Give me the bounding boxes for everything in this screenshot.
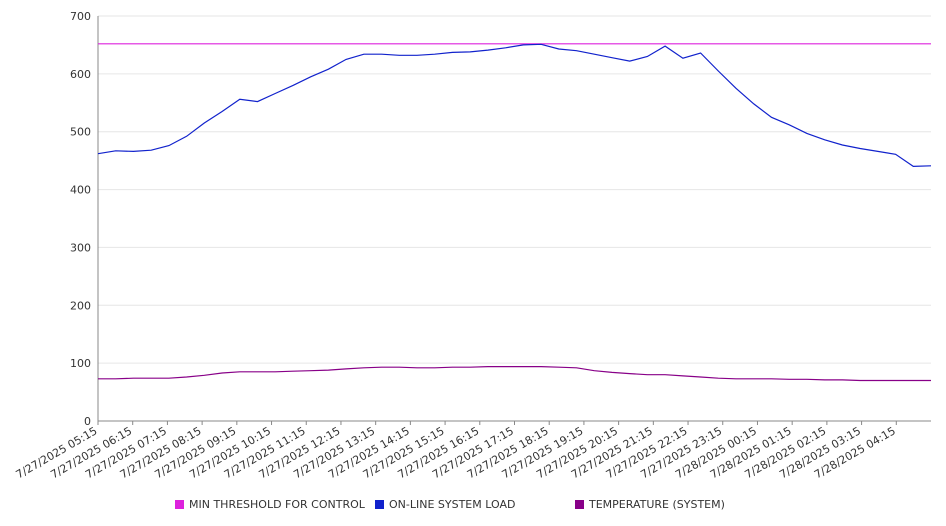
series-lines (97, 43, 932, 382)
legend-swatch-min-threshold (175, 500, 184, 509)
legend-label-min-threshold: MIN THRESHOLD FOR CONTROL (189, 498, 365, 511)
legend-swatch-system-load (375, 500, 384, 509)
y-tick-label-700: 700 (70, 10, 91, 23)
y-tick-label-200: 200 (70, 299, 91, 312)
legend-item-min-threshold: MIN THRESHOLD FOR CONTROL (175, 498, 365, 511)
y-tick-label-100: 100 (70, 357, 91, 370)
series-line-2 (98, 366, 931, 382)
legend-item-system-load: ON-LINE SYSTEM LOAD (375, 498, 515, 511)
legend-label-system-load: ON-LINE SYSTEM LOAD (389, 498, 516, 511)
legend-item-temperature: TEMPERATURE (SYSTEM) (575, 498, 725, 511)
y-tick-label-0: 0 (84, 415, 91, 428)
grid-lines (98, 15, 931, 422)
x-axis: 7/27/2025 05:157/27/2025 06:157/27/2025 … (14, 420, 931, 481)
y-tick-label-600: 600 (70, 68, 91, 81)
y-tick-label-400: 400 (70, 184, 91, 197)
series-line-1 (97, 43, 932, 168)
y-tick-label-300: 300 (70, 241, 91, 254)
legend-swatch-temperature (575, 500, 584, 509)
legend: MIN THRESHOLD FOR CONTROL ON-LINE SYSTEM… (0, 496, 946, 516)
legend-label-temperature: TEMPERATURE (SYSTEM) (589, 498, 725, 511)
y-tick-label-500: 500 (70, 126, 91, 139)
y-axis: 0 100 200 300 400 500 600 700 (70, 10, 99, 428)
